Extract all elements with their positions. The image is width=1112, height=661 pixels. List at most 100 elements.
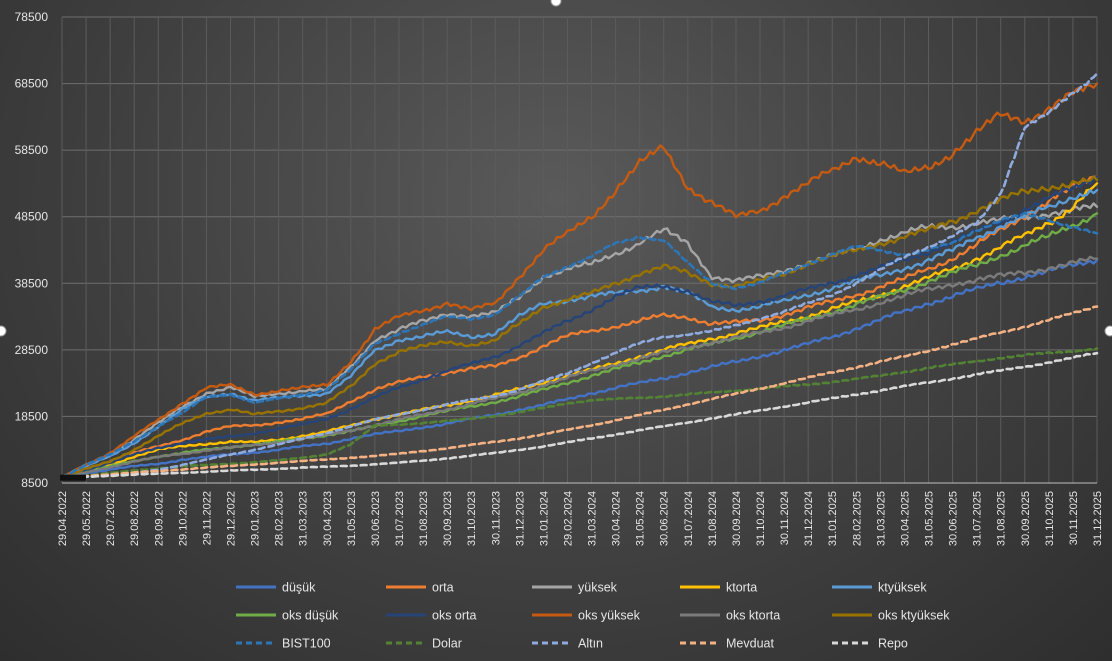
series-line-9 [60,175,1099,479]
legend-label: Mevduat [726,637,774,651]
x-tick-label: 29.07.2022 [105,491,117,546]
series-line-12 [60,72,1099,480]
y-tick-label: 38500 [15,276,49,290]
x-tick-label: 28.02.2025 [851,491,863,546]
series-line-13 [60,305,1099,480]
x-tick-label: 31.10.2025 [1044,491,1056,546]
legend-item: oks ktorta [680,609,780,623]
series-line-3 [60,182,1099,479]
x-tick-label: 30.09.2023 [442,491,454,546]
x-tick-label: 31.10.2023 [466,491,478,546]
y-tick-label: 8500 [21,476,48,490]
x-tick-label: 30.04.2025 [899,491,911,546]
legend-item: orta [386,581,454,595]
series-line-6 [60,175,1099,479]
resize-handle-top[interactable] [550,0,562,7]
start-marker [60,474,86,481]
x-tick-label: 31.03.2024 [587,491,599,546]
y-tick-label: 68500 [15,77,49,91]
x-tick-label: 31.10.2024 [755,491,767,546]
x-tick-label: 31.03.2025 [875,491,887,546]
x-tick-label: 28.02.2023 [274,491,286,546]
x-tick-label: 30.11.2024 [779,491,791,545]
x-tick-label: 30.06.2023 [370,491,382,546]
x-tick-label: 31.07.2023 [394,491,406,546]
legend-item: yüksek [532,581,618,595]
x-tick-label: 31.05.2024 [635,491,647,546]
series-line-4 [60,188,1099,479]
x-tick-label: 31.08.2025 [996,491,1008,546]
legend-item: oks düşük [236,609,339,623]
x-tick-label: 31.03.2023 [298,491,310,546]
series-line-2 [60,202,1099,479]
y-tick-label: 48500 [15,210,49,224]
legend-item: düşük [236,581,316,595]
selection-handles[interactable] [0,0,1112,337]
legend-item: BIST100 [236,637,331,651]
x-tick-label: 30.04.2024 [611,491,623,546]
y-axis: 8500 18500 28500 38500 48500 58500 68500 78500 [15,10,49,490]
x-tick-label: 31.07.2025 [972,491,984,546]
legend-label: düşük [282,581,316,595]
series-line-7 [60,82,1099,479]
legend-label: ktyüksek [878,581,927,595]
x-tick-label: 30.11.2023 [490,491,502,545]
x-tick-label: 29.12.2022 [225,491,237,546]
legend-label: oks orta [432,609,477,623]
legend-label: oks ktorta [726,609,780,623]
legend-label: yüksek [578,581,618,595]
legend-label: BIST100 [282,637,331,651]
series-line-1 [60,175,1099,479]
x-tick-label: 31.07.2024 [683,491,695,546]
series-line-14 [60,351,1099,480]
resize-handle-left[interactable] [0,325,7,337]
x-tick-label: 31.01.2024 [538,491,550,546]
legend-label: Altın [578,637,603,651]
legend-label: oks yüksek [578,609,641,623]
y-tick-label: 28500 [15,343,49,357]
legend-item: Mevduat [680,637,774,651]
y-tick-label: 58500 [15,143,49,157]
legend-item: Dolar [386,637,462,651]
x-tick-label: 31.12.2023 [514,491,526,546]
x-tick-label: 29.05.2022 [81,491,93,546]
series-line-11 [60,347,1099,480]
legend-item: oks yüksek [532,609,641,623]
legend-label: Dolar [432,637,462,651]
legend-item: ktorta [680,581,757,595]
y-tick-label: 18500 [15,409,49,423]
x-tick-label: 29.01.2023 [250,491,262,546]
legend-item: ktyüksek [832,581,927,595]
gridlines [61,16,1098,484]
x-tick-label: 30.09.2025 [1020,491,1032,546]
x-tick-label: 30.11.2025 [1068,491,1080,545]
y-tick-label: 78500 [15,10,49,24]
resize-handle-right[interactable] [1104,325,1112,337]
legend-label: orta [432,581,454,595]
x-tick-label: 30.06.2024 [659,491,671,546]
x-axis: 29.04.2022 29.05.2022 29.07.2022 29.08.2022… [57,491,1104,546]
x-tick-label: 31.05.2023 [346,491,358,546]
legend-label: Repo [878,637,908,651]
x-tick-label: 31.01.2025 [827,491,839,546]
legend-label: oks düşük [282,609,339,623]
legend-item: oks ktyüksek [832,609,950,623]
legend-label: oks ktyüksek [878,609,950,623]
series-lines [60,72,1099,481]
x-tick-label: 29.08.2022 [129,491,141,546]
x-tick-label: 30.09.2024 [731,491,743,546]
legend-item: Altın [532,637,603,651]
legend-item: Repo [832,637,908,651]
x-tick-label: 31.08.2023 [418,491,430,546]
x-tick-label: 29.04.2022 [57,491,69,546]
x-tick-label: 30.04.2023 [322,491,334,546]
legend: düşük orta yüksek ktorta ktyüksek oks düşük ok… [236,581,950,651]
x-tick-label: 31.05.2025 [924,491,936,546]
x-tick-label: 31.08.2024 [707,491,719,546]
series-line-8 [60,255,1099,479]
x-tick-label: 29.11.2022 [201,491,213,545]
legend-label: ktorta [726,581,757,595]
x-tick-label: 29.02.2024 [562,491,574,546]
x-tick-label: 31.12.2025 [1092,491,1104,546]
